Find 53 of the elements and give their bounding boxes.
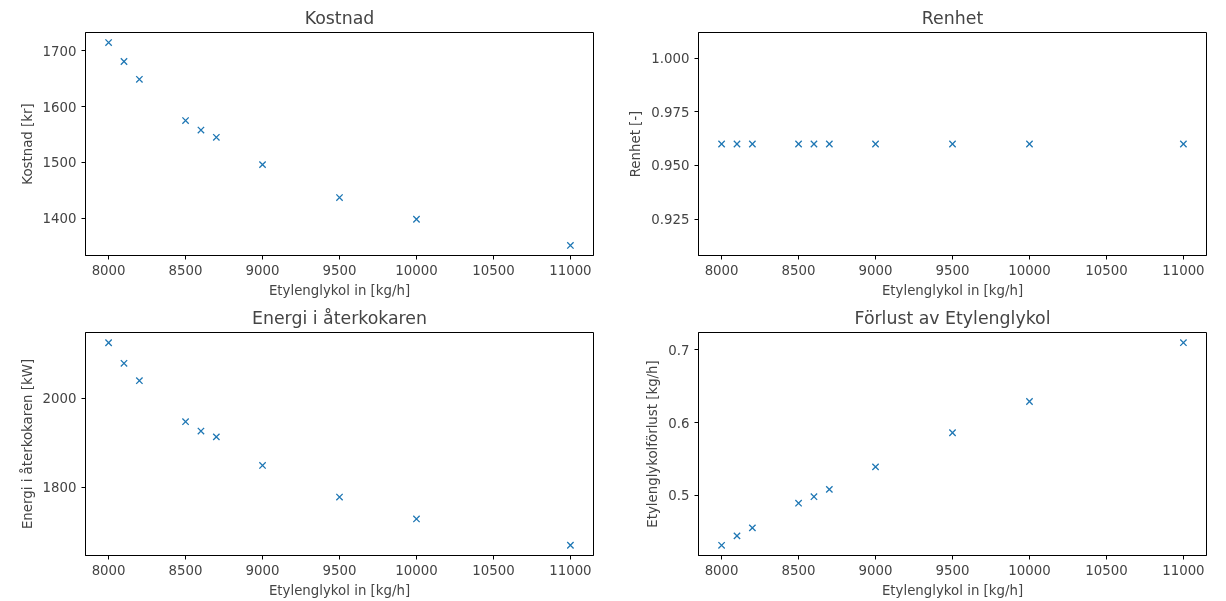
y-axis-title: Etylenglykolförlust [kg/h] — [645, 360, 661, 528]
y-tick-label: 0.5 — [668, 488, 690, 504]
x-tick-label: 10000 — [1008, 562, 1051, 578]
chart-title: Kostnad — [304, 7, 375, 28]
y-tick-label: 0.975 — [651, 104, 690, 120]
x-tick-label: 10000 — [395, 562, 438, 578]
y-tick-label: 0.925 — [651, 212, 690, 228]
x-axis-title: Etylenglykol in [kg/h] — [268, 582, 411, 598]
x-tick-label: 10000 — [395, 262, 438, 278]
x-tick-label: 9000 — [858, 262, 893, 278]
chart-title: Renhet — [921, 7, 984, 28]
x-tick-label: 9500 — [322, 262, 357, 278]
x-tick-label: 9000 — [858, 562, 893, 578]
x-tick-label: 11000 — [549, 262, 592, 278]
x-tick-label: 8500 — [168, 262, 203, 278]
x-tick-label: 8000 — [704, 562, 739, 578]
x-tick-label: 10500 — [1085, 262, 1128, 278]
x-tick-label: 8000 — [91, 262, 126, 278]
x-tick-label: 10000 — [1008, 262, 1051, 278]
x-axis-title: Etylenglykol in [kg/h] — [881, 282, 1024, 298]
x-axis-title: Etylenglykol in [kg/h] — [881, 582, 1024, 598]
x-tick-label: 8000 — [91, 562, 126, 578]
y-tick-label: 0.950 — [651, 158, 690, 174]
x-tick-label: 10500 — [472, 262, 515, 278]
x-tick-label: 9500 — [935, 262, 970, 278]
y-tick-label: 1400 — [42, 211, 77, 227]
x-tick-label: 10500 — [1085, 562, 1128, 578]
y-axis-title: Energi i återkokaren [kW] — [18, 358, 35, 530]
y-axis-title: Kostnad [kr] — [19, 103, 35, 185]
x-tick-label: 8000 — [704, 262, 739, 278]
x-tick-label: 11000 — [1162, 562, 1205, 578]
y-tick-label: 0.7 — [668, 342, 690, 358]
x-tick-label: 11000 — [1162, 262, 1205, 278]
x-tick-label: 11000 — [549, 562, 592, 578]
x-tick-label: 10500 — [472, 562, 515, 578]
y-tick-label: 1.000 — [651, 51, 690, 67]
y-tick-label: 2000 — [42, 391, 77, 407]
y-tick-label: 1700 — [42, 43, 77, 59]
y-tick-label: 1500 — [42, 155, 77, 171]
x-tick-label: 8500 — [168, 562, 203, 578]
x-axis-title: Etylenglykol in [kg/h] — [268, 282, 411, 298]
x-tick-label: 8500 — [781, 562, 816, 578]
y-tick-label: 0.6 — [668, 415, 690, 431]
chart-title: Energi i återkokaren — [252, 307, 428, 328]
x-tick-label: 9500 — [322, 562, 357, 578]
y-tick-label: 1800 — [42, 480, 77, 496]
x-tick-label: 8500 — [781, 262, 816, 278]
y-axis-title: Renhet [-] — [628, 110, 644, 178]
y-tick-label: 1600 — [42, 99, 77, 115]
x-tick-label: 9500 — [935, 562, 970, 578]
x-tick-label: 9000 — [245, 562, 280, 578]
chart-title: Förlust av Etylenglykol — [854, 307, 1051, 328]
x-tick-label: 9000 — [245, 262, 280, 278]
